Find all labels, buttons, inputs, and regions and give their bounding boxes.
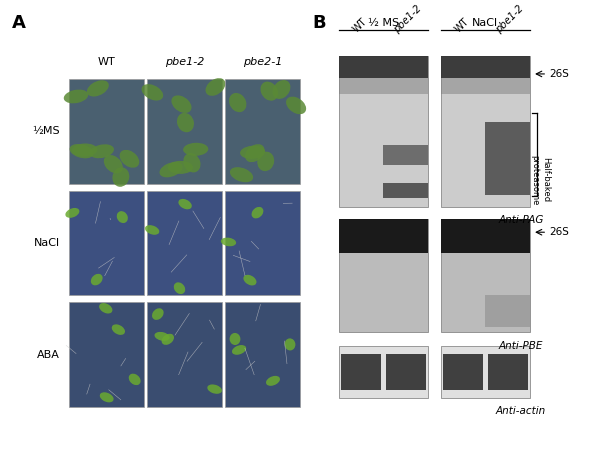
Bar	[441, 79, 530, 93]
Bar	[69, 79, 144, 184]
Text: Half-baked
proteasome: Half-baked proteasome	[530, 155, 550, 205]
Bar	[441, 56, 530, 207]
Bar	[69, 302, 144, 407]
Text: WT: WT	[98, 57, 115, 67]
Text: ½ MS: ½ MS	[368, 18, 399, 28]
Bar	[383, 145, 428, 165]
Ellipse shape	[112, 167, 130, 187]
Ellipse shape	[244, 275, 256, 286]
Ellipse shape	[145, 225, 160, 235]
Ellipse shape	[129, 374, 140, 385]
Bar	[443, 354, 483, 390]
Ellipse shape	[286, 97, 306, 114]
Bar	[225, 79, 300, 184]
Ellipse shape	[230, 167, 253, 182]
Bar	[485, 295, 530, 327]
Bar	[339, 219, 428, 253]
Ellipse shape	[89, 144, 114, 158]
Bar	[441, 56, 530, 79]
Ellipse shape	[112, 325, 125, 335]
Bar	[147, 191, 222, 295]
Ellipse shape	[152, 308, 164, 320]
Text: pbe2-1: pbe2-1	[243, 57, 282, 67]
Ellipse shape	[142, 84, 163, 100]
Ellipse shape	[100, 392, 113, 402]
Ellipse shape	[183, 143, 208, 156]
Bar	[383, 183, 428, 198]
Bar	[147, 302, 222, 407]
Ellipse shape	[174, 282, 185, 294]
Text: NaCl: NaCl	[34, 238, 60, 248]
Ellipse shape	[284, 339, 295, 351]
Ellipse shape	[64, 90, 88, 103]
Text: NaCl: NaCl	[472, 18, 499, 28]
Bar	[485, 122, 530, 195]
Text: A: A	[12, 14, 26, 32]
Bar	[339, 56, 428, 79]
Bar	[441, 346, 530, 398]
Text: B: B	[312, 14, 326, 32]
Ellipse shape	[208, 385, 222, 394]
Ellipse shape	[91, 274, 103, 286]
Ellipse shape	[177, 113, 194, 132]
Ellipse shape	[266, 376, 280, 386]
Text: pbe1-2: pbe1-2	[494, 3, 526, 35]
Text: pbe1-2: pbe1-2	[165, 57, 204, 67]
Ellipse shape	[257, 152, 274, 171]
Text: WT: WT	[454, 17, 472, 35]
Ellipse shape	[206, 78, 226, 96]
Bar	[386, 354, 425, 390]
Bar	[441, 219, 530, 332]
Ellipse shape	[104, 155, 123, 173]
Bar	[69, 191, 144, 295]
Text: pbe1-2: pbe1-2	[392, 3, 424, 35]
Bar	[339, 219, 428, 332]
Ellipse shape	[230, 333, 241, 345]
Ellipse shape	[232, 345, 246, 355]
Ellipse shape	[245, 144, 265, 162]
Bar	[488, 354, 527, 390]
Ellipse shape	[221, 238, 236, 246]
Ellipse shape	[178, 199, 192, 209]
Ellipse shape	[87, 80, 109, 97]
Text: ½MS: ½MS	[32, 126, 60, 136]
Ellipse shape	[272, 80, 290, 99]
Bar	[339, 56, 428, 207]
Bar	[339, 79, 428, 93]
Text: Anti-PBE: Anti-PBE	[499, 341, 543, 351]
Text: ABA: ABA	[37, 350, 60, 359]
Bar	[225, 191, 300, 295]
Ellipse shape	[168, 161, 193, 174]
Ellipse shape	[184, 153, 200, 173]
Ellipse shape	[119, 150, 139, 168]
Ellipse shape	[229, 93, 247, 112]
Ellipse shape	[72, 144, 97, 157]
Bar	[225, 302, 300, 407]
Bar	[341, 354, 381, 390]
Text: Anti-PAG: Anti-PAG	[498, 215, 544, 226]
Bar	[147, 79, 222, 184]
Text: 26S: 26S	[549, 227, 569, 237]
Ellipse shape	[117, 211, 128, 223]
Ellipse shape	[99, 303, 112, 313]
Ellipse shape	[161, 334, 174, 345]
Text: Anti-actin: Anti-actin	[496, 406, 546, 416]
Bar	[441, 219, 530, 253]
Ellipse shape	[260, 81, 278, 101]
Ellipse shape	[251, 207, 263, 219]
Text: 26S: 26S	[549, 69, 569, 79]
Ellipse shape	[160, 162, 182, 177]
Text: WT: WT	[352, 17, 370, 35]
Ellipse shape	[172, 95, 191, 113]
Ellipse shape	[70, 144, 94, 158]
Ellipse shape	[65, 208, 79, 218]
Bar	[339, 346, 428, 398]
Ellipse shape	[154, 332, 170, 341]
Ellipse shape	[240, 146, 265, 159]
